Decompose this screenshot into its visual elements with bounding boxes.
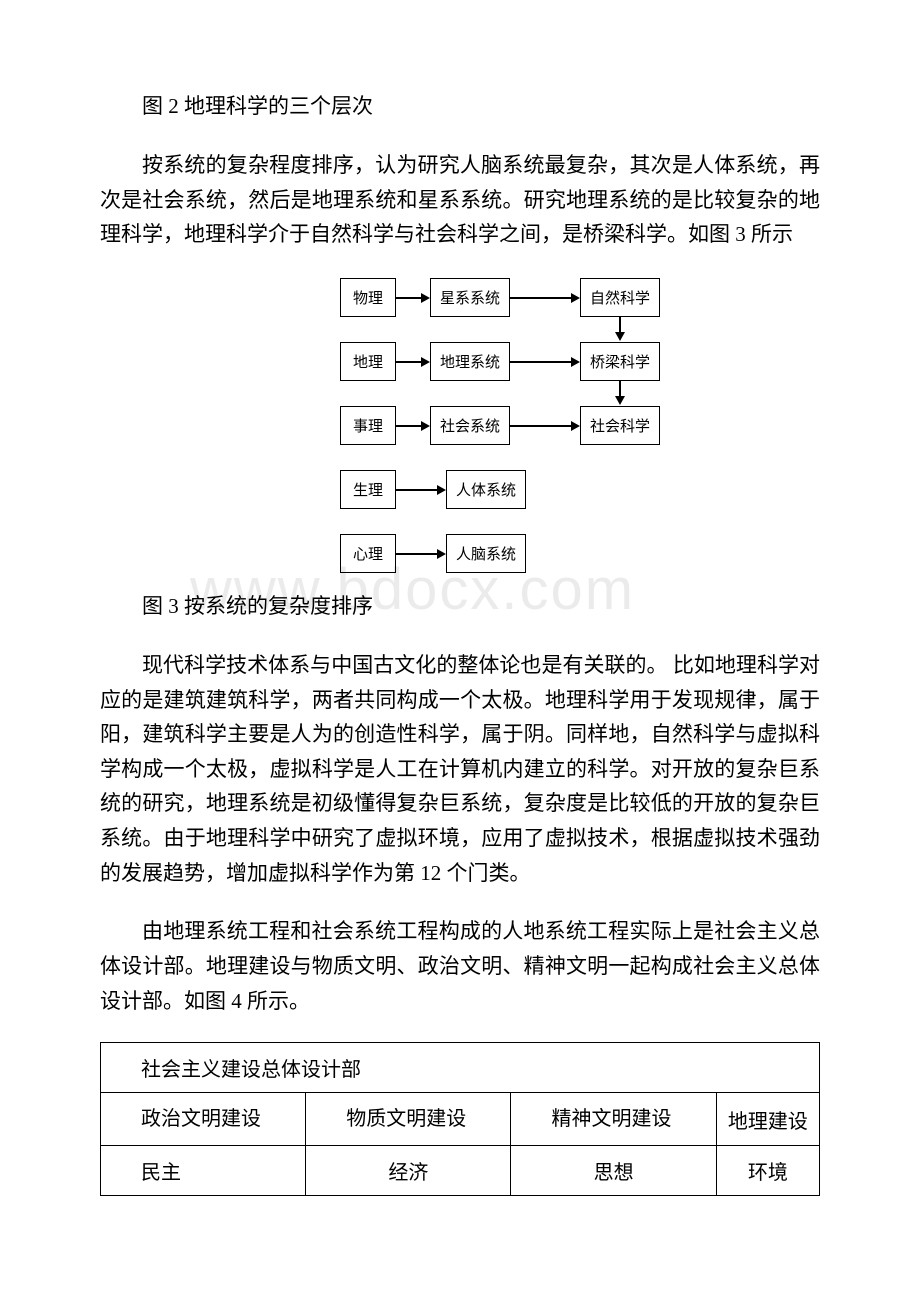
diagram-box-subject: 物理 (340, 278, 396, 317)
paragraph-2: 现代科学技术体系与中国古文化的整体论也是有关联的。 比如地理科学对应的是建筑建筑… (100, 648, 820, 890)
diagram-box-science: 社会科学 (580, 406, 660, 445)
figure-2-caption: 图 2 地理科学的三个层次 (100, 90, 820, 120)
table-cell: 经济 (306, 1146, 511, 1196)
diagram-row: 心理 人脑系统 (340, 532, 740, 576)
table-cell: 民主 (101, 1146, 306, 1196)
arrow-down-icon (615, 316, 625, 341)
diagram-region: 物理星系系统 自然科学地理地理系统 桥梁科学事理社会系统 社会科学生理 人体系统心理 人脑… (100, 276, 820, 576)
diagram-box-science: 自然科学 (580, 278, 660, 317)
figure-3-caption: 图 3 按系统的复杂度排序 (100, 590, 820, 620)
diagram-box-system: 星系系统 (430, 278, 510, 317)
diagram-row: 物理星系系统 自然科学 (340, 276, 740, 320)
diagram-box-system: 地理系统 (430, 342, 510, 381)
diagram-row: 生理 人体系统 (340, 468, 740, 512)
arrow-right-icon (396, 357, 430, 367)
paragraph-3: 由地理系统工程和社会系统工程构成的人地系统工程实际上是社会主义总体设计部。地理建… (100, 914, 820, 1018)
arrow-down-icon (615, 380, 625, 405)
table-cell: 地理建设 (716, 1093, 819, 1146)
design-dept-table: 社会主义建设总体设计部 政治文明建设 物质文明建设 精神文明建设 地理建设 民主… (100, 1042, 820, 1196)
paragraph-1: 按系统的复杂程度排序，认为研究人脑系统最复杂，其次是人体系统，再次是社会系统，然… (100, 148, 820, 252)
diagram-box-system: 社会系统 (430, 406, 510, 445)
table-cell: 精神文明建设 (511, 1093, 716, 1146)
diagram-box-subject: 事理 (340, 406, 396, 445)
arrow-right-icon (396, 293, 430, 303)
arrow-right-icon (510, 421, 580, 431)
diagram-row: 事理社会系统 社会科学 (340, 404, 740, 448)
diagram-box-system: 人脑系统 (446, 534, 526, 573)
arrow-right-icon (396, 421, 430, 431)
table-header-cell: 社会主义建设总体设计部 (101, 1043, 820, 1093)
diagram-box-subject: 地理 (340, 342, 396, 381)
table-cell: 环境 (716, 1146, 819, 1196)
table-cell: 物质文明建设 (306, 1093, 511, 1146)
diagram-box-subject: 心理 (340, 534, 396, 573)
table-cell: 思想 (511, 1146, 716, 1196)
diagram-box-science: 桥梁科学 (580, 342, 660, 381)
table-cell: 政治文明建设 (101, 1093, 306, 1146)
diagram-row: 地理地理系统 桥梁科学 (340, 340, 740, 384)
arrow-right-icon (510, 293, 580, 303)
arrow-right-icon (510, 357, 580, 367)
arrow-right-icon (396, 485, 446, 495)
arrow-right-icon (396, 549, 446, 559)
diagram-box-subject: 生理 (340, 470, 396, 509)
diagram-box-system: 人体系统 (446, 470, 526, 509)
